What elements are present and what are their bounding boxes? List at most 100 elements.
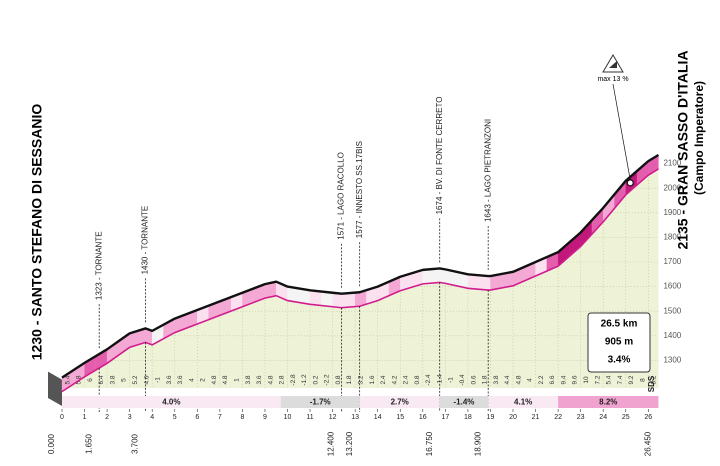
max-icon <box>602 54 624 73</box>
finish-sublabel: (Campo Imperatore) <box>692 81 706 195</box>
x-tick-label: 12 <box>329 414 337 421</box>
ribbon-segment <box>343 292 356 308</box>
distance-label: 26.450 <box>644 431 653 456</box>
gradient-label: 3.8 <box>245 375 252 384</box>
max-marker <box>626 179 634 187</box>
gradient-label: 0.8 <box>414 375 421 384</box>
x-tick-label: 16 <box>419 414 427 421</box>
summary-gradient: 3.4% <box>608 355 631 366</box>
distance-label: 0.000 <box>47 433 56 454</box>
gradient-label: 0.8 <box>335 375 342 384</box>
x-tick-label: 11 <box>306 414 313 421</box>
distance-label: 13.200 <box>345 431 354 456</box>
waypoint-label: 1571 - LAGO RACOLLO <box>337 152 346 240</box>
gradient-label: -2.8 <box>290 374 297 386</box>
waypoint-label: 1430 - TORNANTE <box>141 206 150 275</box>
gradient-label: 4 <box>527 378 534 382</box>
gradient-label: -2.2 <box>324 374 331 386</box>
x-tick-label: 21 <box>532 414 540 421</box>
gradient-label: 6.4 <box>98 375 105 384</box>
gradient-label: 2 <box>200 378 207 382</box>
y-tick-label: 1600 <box>663 282 681 291</box>
gradient-label: 5.2 <box>132 375 139 384</box>
gradient-label: -1.2 <box>301 374 308 386</box>
gradient-label: -1.4 <box>436 374 443 386</box>
area-fill <box>62 168 659 392</box>
gradient-label: 0.6 <box>470 375 477 384</box>
x-tick-label: 3 <box>128 414 132 421</box>
ribbon-segment <box>467 274 480 290</box>
gradient-label: 6.6 <box>549 375 556 384</box>
y-tick-label: 1300 <box>663 356 681 365</box>
max-label: max 13 % <box>597 76 628 83</box>
gradient-label: 7.4 <box>617 375 624 384</box>
gradient-label: 4.8 <box>267 375 274 384</box>
gradient-label: 3.8 <box>109 375 116 384</box>
gradient-label: 2.4 <box>380 375 387 384</box>
ribbon-segment <box>332 292 345 308</box>
y-tick-label: 2100 <box>663 159 681 168</box>
waypoint-label: 1643 - LAGO PIETRANZONI <box>483 119 492 222</box>
summary-distance: 26.5 km <box>601 319 638 330</box>
y-tick-label: 1800 <box>663 233 681 242</box>
y-tick-label: 1700 <box>663 257 681 266</box>
ribbon-segment <box>433 268 446 284</box>
gradient-label: 4 <box>188 378 195 382</box>
max-connector <box>612 83 631 180</box>
gradient-label: 4.8 <box>211 375 218 384</box>
gradient-label: -1 <box>448 377 455 383</box>
gradient-label: 2.4 <box>403 375 410 384</box>
gradient-label: 3.6 <box>166 375 173 384</box>
x-tick-label: 22 <box>554 414 562 421</box>
summary-climb: 905 m <box>605 337 633 348</box>
x-tick-label: 2 <box>105 414 109 421</box>
ribbon-segment <box>321 291 333 307</box>
gradient-label: 4.8 <box>222 375 229 384</box>
x-tick-label: 23 <box>577 414 585 421</box>
x-tick-label: 0 <box>60 414 64 421</box>
gradient-label: 4.2 <box>391 375 398 384</box>
x-tick-label: 20 <box>509 414 517 421</box>
gradient-label: -0.4 <box>459 374 466 386</box>
x-tick-label: 6 <box>195 414 199 421</box>
gradient-label: 1.6 <box>369 375 376 384</box>
max-icon-slope <box>609 61 617 68</box>
x-tick-label: 13 <box>351 414 359 421</box>
ribbon-segment <box>422 268 435 285</box>
section-label: 8.2% <box>599 398 617 407</box>
gradient-label: 9.6 <box>572 375 579 384</box>
distance-label: 16.750 <box>425 431 434 456</box>
section-bar <box>359 396 440 408</box>
gradient-label: 0.2 <box>312 375 319 384</box>
x-tick-label: 24 <box>599 414 607 421</box>
x-tick-label: 19 <box>487 414 495 421</box>
section-label: 4.1% <box>514 398 532 407</box>
gradient-label: 4.8 <box>515 375 522 384</box>
gradient-label: 8 <box>639 378 646 382</box>
waypoint-label: 1674 - BV. DI FONTE CERRETO <box>435 97 444 215</box>
ribbon-segment <box>309 290 322 306</box>
section-bar <box>439 396 489 408</box>
gradient-label: 9.4 <box>560 375 567 384</box>
gradient-label: 1.8 <box>482 375 489 384</box>
start-label: 1230 - SANTO STEFANO DI SESSANIO <box>29 104 45 361</box>
gradient-label: 5.4 <box>606 375 613 384</box>
gradient-label: 2.2 <box>538 375 545 384</box>
gradient-label: 1.8 <box>346 375 353 384</box>
section-label: 4.0% <box>162 398 180 407</box>
y-tick-label: 1900 <box>663 208 681 217</box>
x-tick-label: 8 <box>240 414 244 421</box>
gradient-label: 2.8 <box>279 375 286 384</box>
summary-box <box>587 312 651 373</box>
distance-label: 3.700 <box>131 433 140 454</box>
gradient-label: 3.2 <box>358 375 365 384</box>
section-bar <box>62 396 281 408</box>
gradient-label: 5.4 <box>64 375 71 384</box>
logo: SDS <box>647 375 656 392</box>
gradient-label: 8.2 <box>651 375 658 384</box>
gradient-label: -2.4 <box>425 374 432 386</box>
waypoint-label: 1577 - INNESTO SS.17BIS <box>355 141 364 238</box>
ribbon-segment <box>479 275 491 291</box>
x-tick-label: 26 <box>644 414 652 421</box>
